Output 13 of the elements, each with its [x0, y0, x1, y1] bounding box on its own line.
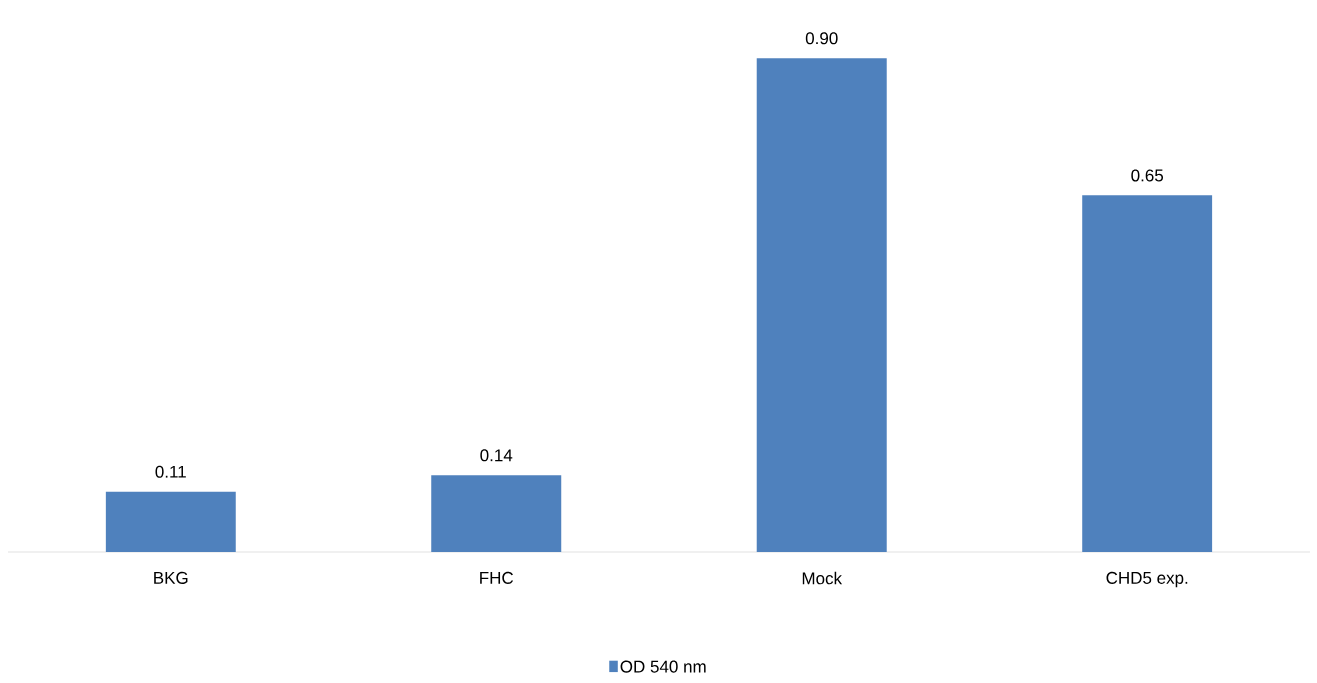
- bar: [756, 58, 887, 552]
- x-tick-label: CHD5 exp.: [1106, 571, 1188, 588]
- data-label: 0.11: [155, 465, 186, 478]
- x-tick-label: FHC: [480, 571, 514, 584]
- data-label: 0.14: [480, 449, 513, 462]
- data-label: 0.65: [1131, 169, 1164, 182]
- x-tick-label: Mock: [802, 571, 843, 585]
- data-label: 0.90: [805, 32, 838, 45]
- bar: [431, 475, 562, 552]
- bar: [1082, 195, 1213, 552]
- legend-label: OD 540 nm: [620, 660, 706, 673]
- bar: [105, 491, 236, 552]
- x-tick-label: BKG: [154, 571, 188, 584]
